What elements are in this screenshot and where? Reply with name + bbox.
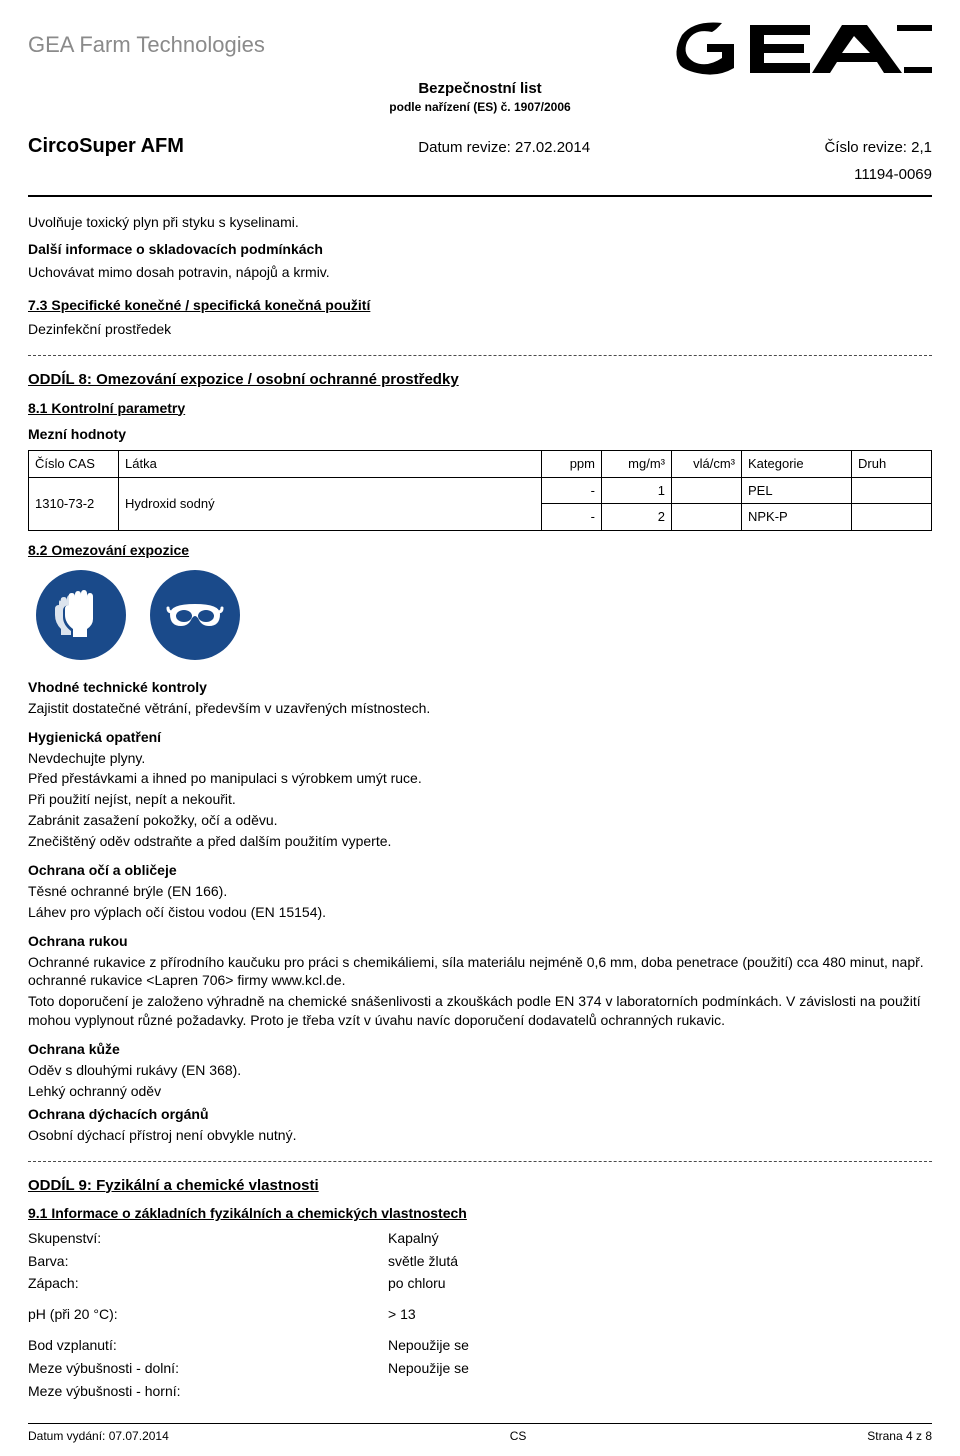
section-8-1: 8.1 Kontrolní parametry [28,399,932,418]
hygiene-line: Před přestávkami a ihned po manipulaci s… [28,769,932,788]
cell-cas: 1310-73-2 [29,477,119,530]
prop-key: Bod vzplanutí: [28,1336,388,1355]
section-8-heading: ODDÍL 8: Omezování expozice / osobní och… [28,370,932,390]
cell-vlacm3 [672,477,742,504]
id-number: 11194-0069 [824,165,932,185]
cell-ppm: - [542,477,602,504]
th-type: Druh [852,451,932,478]
prop-val: světle žlutá [388,1252,932,1271]
goggles-icon [150,570,240,660]
hand-line: Toto doporučení je založeno výhradně na … [28,992,932,1030]
hygiene-line: Při použití nejíst, nepít a nekouřit. [28,790,932,809]
eye-line: Láhev pro výplach očí čistou vodou (EN 1… [28,903,932,922]
cell-mgm3: 1 [602,477,672,504]
prop-val: Kapalný [388,1229,932,1248]
intro-line1: Uvolňuje toxický plyn při styku s kyseli… [28,213,932,232]
revision-date: Datum revize: 27.02.2014 [418,138,590,158]
logo [672,20,932,85]
meta-row: CircoSuper AFM Datum revize: 27.02.2014 … [28,133,932,185]
th-mgm3: mg/m³ [602,451,672,478]
cell-category: PEL [742,477,852,504]
section-7-3-title: 7.3 Specifické konečné / specifická kone… [28,296,932,315]
cell-substance: Hydroxid sodný [119,477,542,530]
gea-logo-icon [672,20,932,80]
product-name: CircoSuper AFM [28,133,184,160]
prop-key: Meze výbušnosti - dolní: [28,1359,388,1378]
header: GEA Farm Technologies [28,20,932,85]
prop-val: > 13 [388,1305,932,1324]
cell-ppm: - [542,504,602,531]
divider [28,195,932,197]
skin-protection-title: Ochrana kůže [28,1040,932,1059]
tech-controls-body: Zajistit dostatečné větrání, především v… [28,699,932,718]
hygiene-line: Nevdechujte plyny. [28,749,932,768]
ppe-icons [28,570,932,660]
th-category: Kategorie [742,451,852,478]
hand-protection-title: Ochrana rukou [28,932,932,951]
company-name: GEA Farm Technologies [28,30,265,60]
cell-category: NPK-P [742,504,852,531]
eye-line: Těsné ochranné brýle (EN 166). [28,882,932,901]
hygiene-line: Zabránit zasažení pokožky, očí a oděvu. [28,811,932,830]
storage-info-title: Další informace o skladovacích podmínkác… [28,240,932,259]
limits-table: Číslo CAS Látka ppm mg/m³ vlá/cm³ Katego… [28,450,932,531]
section-9-1: 9.1 Informace o základních fyzikálních a… [28,1204,932,1223]
section-7-3-body: Dezinfekční prostředek [28,320,932,339]
dashed-divider [28,1161,932,1162]
footer-left: Datum vydání: 07.07.2014 [28,1428,169,1444]
th-ppm: ppm [542,451,602,478]
footer-right: Strana 4 z 8 [867,1428,932,1444]
prop-key: Barva: [28,1252,388,1271]
eye-protection-title: Ochrana očí a obličeje [28,861,932,880]
storage-info-body: Uchovávat mimo dosah potravin, nápojů a … [28,263,932,282]
footer: Datum vydání: 07.07.2014 CS Strana 4 z 8 [28,1423,932,1444]
table-row: 1310-73-2 Hydroxid sodný - 1 PEL [29,477,932,504]
skin-line: Oděv s dlouhými rukávy (EN 368). [28,1061,932,1080]
section-8-2: 8.2 Omezování expozice [28,541,932,560]
revision-number: Číslo revize: 2,1 [824,138,932,158]
respiratory-body: Osobní dýchací přístroj není obvykle nut… [28,1126,932,1145]
footer-mid: CS [510,1428,527,1444]
respiratory-title: Ochrana dýchacích orgánů [28,1105,932,1124]
hygiene-title: Hygienická opatření [28,728,932,747]
doc-subtitle: podle nařízení (ES) č. 1907/2006 [28,99,932,115]
cell-mgm3: 2 [602,504,672,531]
tech-controls-title: Vhodné technické kontroly [28,678,932,697]
cell-vlacm3 [672,504,742,531]
prop-key: pH (při 20 °C): [28,1305,388,1324]
th-substance: Látka [119,451,542,478]
dashed-divider [28,355,932,356]
hygiene-line: Znečištěný oděv odstraňte a před dalším … [28,832,932,851]
prop-val: Nepoužije se [388,1359,932,1378]
prop-key: Skupenství: [28,1229,388,1248]
th-vlacm3: vlá/cm³ [672,451,742,478]
hand-line: Ochranné rukavice z přírodního kaučuku p… [28,953,932,991]
prop-val: po chloru [388,1274,932,1293]
skin-line: Lehký ochranný oděv [28,1082,932,1101]
table-header-row: Číslo CAS Látka ppm mg/m³ vlá/cm³ Katego… [29,451,932,478]
prop-val [388,1382,932,1401]
prop-key: Meze výbušnosti - horní: [28,1382,388,1401]
prop-key: Zápach: [28,1274,388,1293]
gloves-icon [36,570,126,660]
th-cas: Číslo CAS [29,451,119,478]
prop-val: Nepoužije se [388,1336,932,1355]
cell-type [852,504,932,531]
limits-label: Mezní hodnoty [28,425,932,444]
section-9-heading: ODDÍL 9: Fyzikální a chemické vlastnosti [28,1176,932,1196]
properties-grid: Skupenství: Kapalný Barva: světle žlutá … [28,1229,932,1401]
cell-type [852,477,932,504]
